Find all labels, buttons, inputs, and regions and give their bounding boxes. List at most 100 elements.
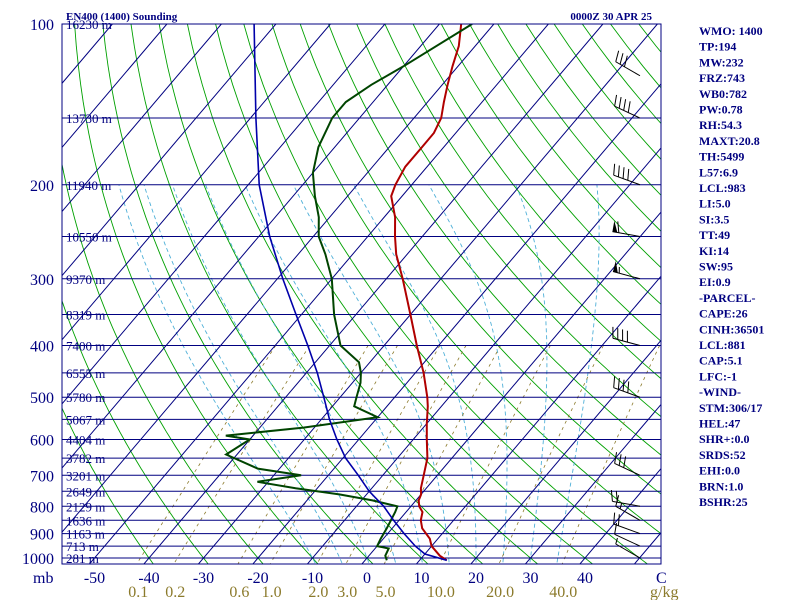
stat-line: L57:6.9: [699, 165, 738, 179]
moist-adiabat: [556, 184, 600, 564]
stat-line: -WIND-: [699, 385, 741, 399]
mixing-ratio-tick-label: 0.6: [229, 584, 249, 600]
stat-line: BSHR:25: [699, 495, 748, 509]
stat-line: SW:95: [699, 260, 733, 274]
dry-adiabat: [412, 24, 661, 342]
height-label: 3201 m: [66, 468, 105, 483]
wind-barb: [614, 452, 641, 476]
temperature-tick-label: 40: [577, 570, 593, 587]
stat-line: TT:49: [699, 228, 730, 242]
wind-barb-half-feather: [619, 502, 623, 509]
stat-line: BRN:1.0: [699, 479, 743, 493]
stat-line: CINH:36501: [699, 322, 764, 336]
mixing-ratio-tick-label: 20.0: [486, 584, 514, 600]
dry-adiabat: [62, 406, 154, 564]
stat-line: EHI:0.0: [699, 464, 740, 478]
wind-barb-feather: [627, 168, 630, 181]
stat-line: CAP:5.1: [699, 354, 743, 368]
wind-barb-feather: [627, 101, 631, 113]
dry-adiabat: [440, 24, 661, 305]
stat-line: SI:3.5: [699, 212, 729, 226]
label-layer: 16230 m 13730 m 11940 m 10550 m 9370 m 8319 m…: [22, 17, 593, 600]
wind-barb-feather: [613, 163, 616, 176]
height-label: 10550 m: [66, 229, 112, 244]
height-label: 1636 m: [66, 513, 105, 528]
wind-barb-flag: [612, 260, 618, 273]
stat-line: EI:0.9: [699, 275, 731, 289]
chart-title: EN400 (1400) Sounding: [66, 11, 178, 23]
isotherm: [361, 211, 661, 564]
isotherm: [62, 24, 222, 213]
wind-barb-feather: [617, 221, 620, 233]
stat-line: WB0:782: [699, 87, 747, 101]
isotherm: [62, 24, 277, 277]
height-label: 13730 m: [66, 111, 112, 126]
chart-time: 0000Z 30 APR 25: [570, 11, 652, 23]
pressure-tick-label: 400: [30, 339, 54, 356]
mixing-ratio-line: [237, 345, 369, 564]
wind-barb-feather: [614, 452, 618, 464]
stat-line: LCL:983: [699, 181, 746, 195]
dry-adiabat: [356, 24, 661, 418]
isotherm: [415, 275, 661, 564]
stat-line: TP:194: [699, 40, 736, 54]
isotherm: [62, 24, 168, 149]
height-label: 1163 m: [66, 527, 105, 542]
dry-adiabat: [62, 299, 209, 564]
moist-adiabat: [205, 184, 397, 564]
height-label: 2649 m: [66, 484, 105, 499]
wind-barb: [613, 376, 641, 398]
wind-barb-feather: [627, 381, 630, 393]
mixing-ratio-line: [439, 345, 551, 564]
stat-line: RH:54.3: [699, 118, 742, 132]
mixing-ratio-tick-label: 0.2: [165, 584, 185, 600]
wind-barb: [615, 50, 641, 77]
stat-line: SHR+:0.0: [699, 432, 750, 446]
pressure-tick-label: 800: [30, 499, 54, 516]
wind-barb-feather: [622, 379, 625, 392]
moist-adiabat: [292, 184, 450, 564]
wind-barb-feather: [622, 167, 625, 179]
isotherm: [579, 467, 661, 564]
isotherm: [62, 24, 495, 533]
moist-adiabat: [428, 184, 508, 564]
wind-barb-feather: [623, 456, 627, 468]
stat-line: TH:5499: [699, 150, 744, 164]
moist-adiabat: [143, 184, 344, 564]
plot-frame: [61, 23, 662, 565]
wind-barb-feather: [610, 489, 613, 502]
dry-adiabat: [158, 24, 484, 564]
dry-adiabat: [243, 24, 649, 564]
isotherm: [62, 24, 440, 469]
wind-barb: [613, 512, 641, 535]
stat-line: LI:5.0: [699, 197, 731, 211]
wind-barb-feather: [613, 376, 616, 388]
mixing-ratio-line: [269, 345, 398, 564]
dry-adiabat: [271, 24, 661, 535]
mixing-ratio-line: [136, 345, 277, 564]
dry-adiabat: [74, 24, 319, 564]
wind-barb-flag: [612, 220, 618, 233]
mixing-ratio-line: [173, 345, 310, 564]
mixing-ratio-tick-label: 5.0: [376, 584, 396, 600]
stat-line: FRZ:743: [699, 71, 745, 85]
isotherm: [197, 24, 658, 564]
stat-line: MAXT:20.8: [699, 134, 760, 148]
moist-adiabat: [118, 184, 317, 564]
isotherm: [88, 24, 549, 564]
wind-barb-feather: [617, 165, 620, 177]
wind-barb-feather: [623, 99, 627, 111]
stat-line: KI:14: [699, 244, 729, 258]
wind-barb-column: [610, 50, 641, 559]
wind-barb-feather: [615, 490, 618, 503]
mixing-ratio-tick-label: 0.1: [128, 584, 148, 600]
dry-adiabat: [62, 162, 264, 564]
temperature-tick-label: -30: [193, 570, 214, 587]
mixing-ratio-tick-label: 3.0: [337, 584, 357, 600]
height-label: 713 m: [66, 539, 99, 554]
mixing-ratio-unit: g/kg: [650, 584, 678, 600]
pressure-tick-label: 500: [30, 390, 54, 407]
